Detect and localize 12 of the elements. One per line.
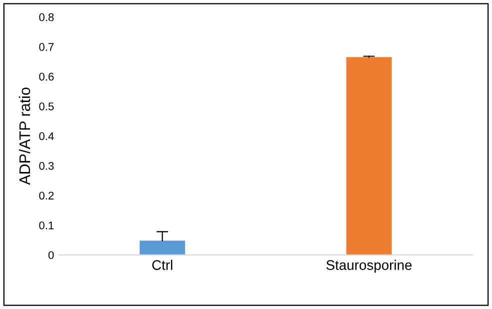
x-tick-label: Ctrl — [152, 260, 172, 270]
y-tick-label: 0.2 — [39, 192, 54, 200]
y-tick-label: 0 — [48, 251, 54, 260]
x-tick-label: Staurosporine — [326, 260, 412, 273]
y-tick-label: 0.4 — [39, 132, 54, 140]
y-tick-label: 0.3 — [39, 162, 54, 170]
y-tick-label: 0.7 — [39, 43, 54, 51]
y-tick-label: 0.8 — [39, 13, 54, 22]
y-tick-label: 0.1 — [39, 221, 54, 230]
y-tick-label: 0.6 — [39, 72, 54, 81]
y-tick-label: 0.5 — [39, 102, 54, 110]
y-axis-title: ADP/ATP ratio — [18, 88, 30, 185]
